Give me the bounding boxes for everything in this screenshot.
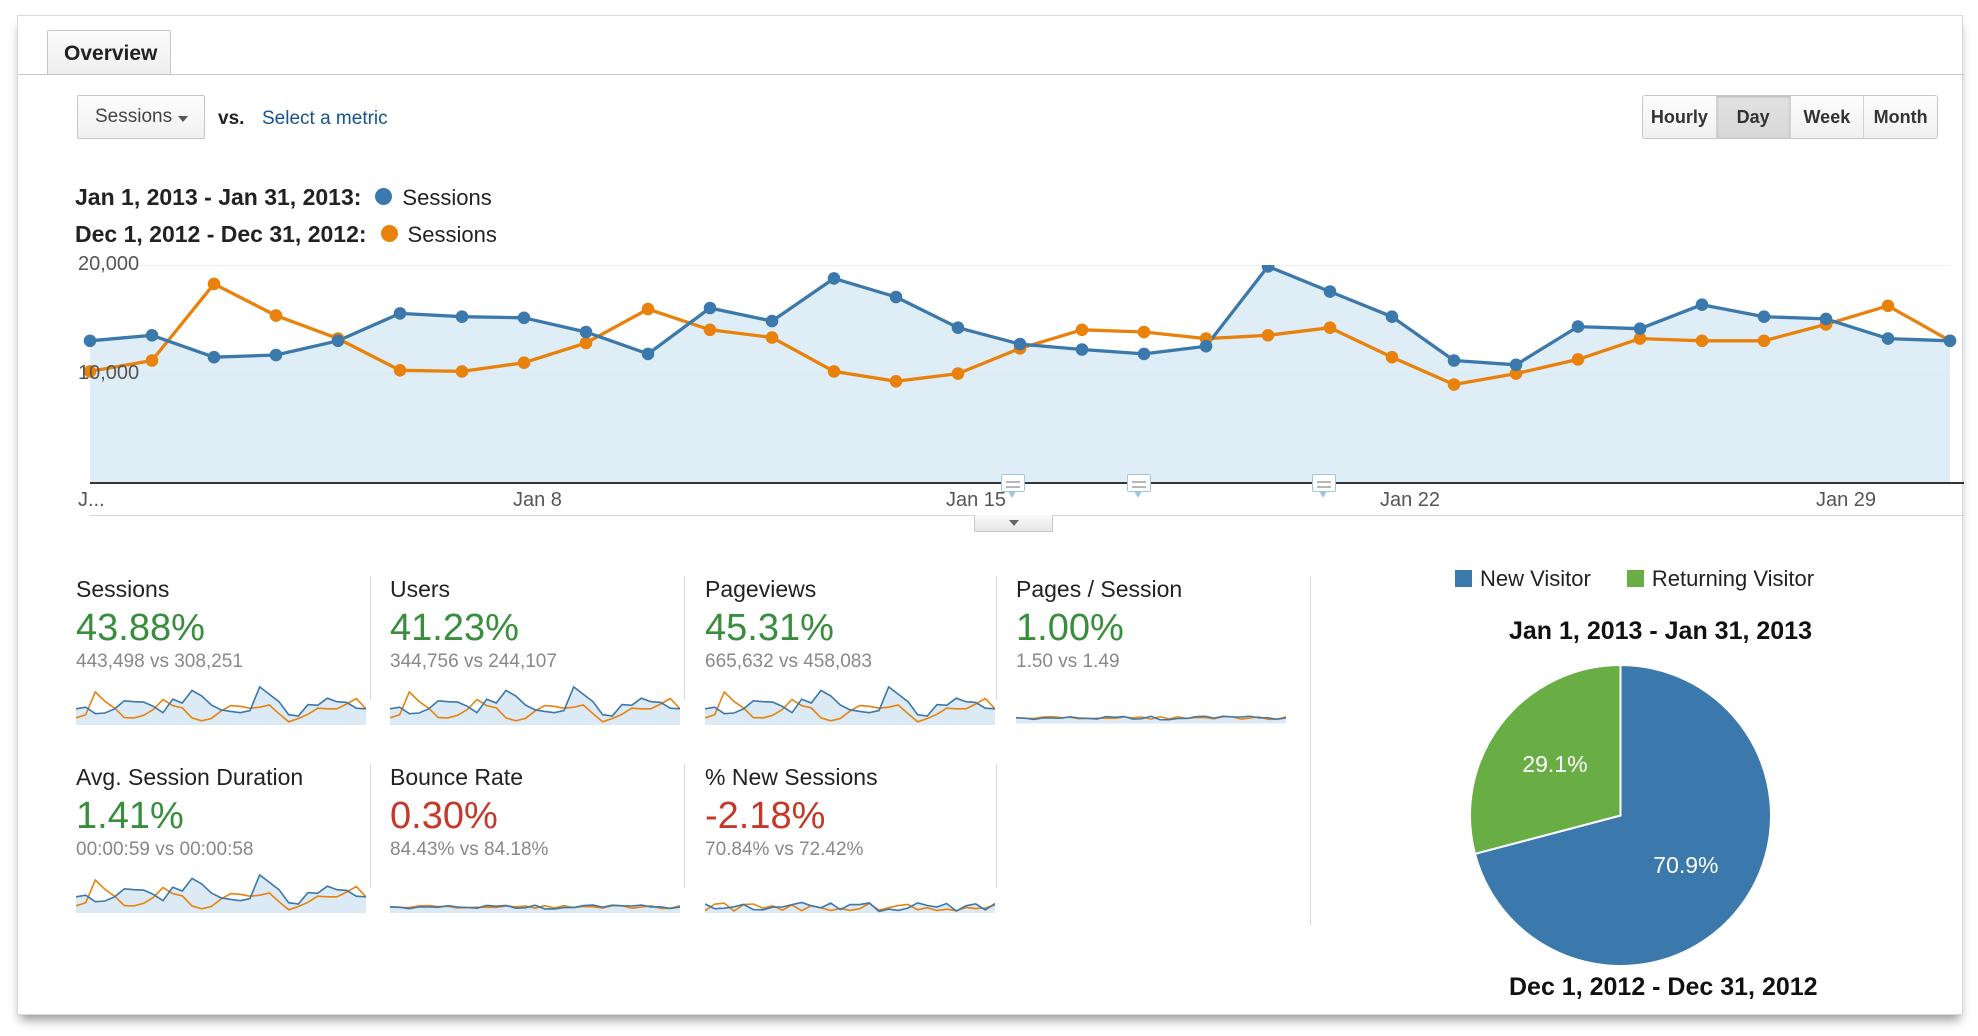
svg-text:29.1%: 29.1% [1522,751,1587,777]
svg-text:70.9%: 70.9% [1653,852,1718,878]
